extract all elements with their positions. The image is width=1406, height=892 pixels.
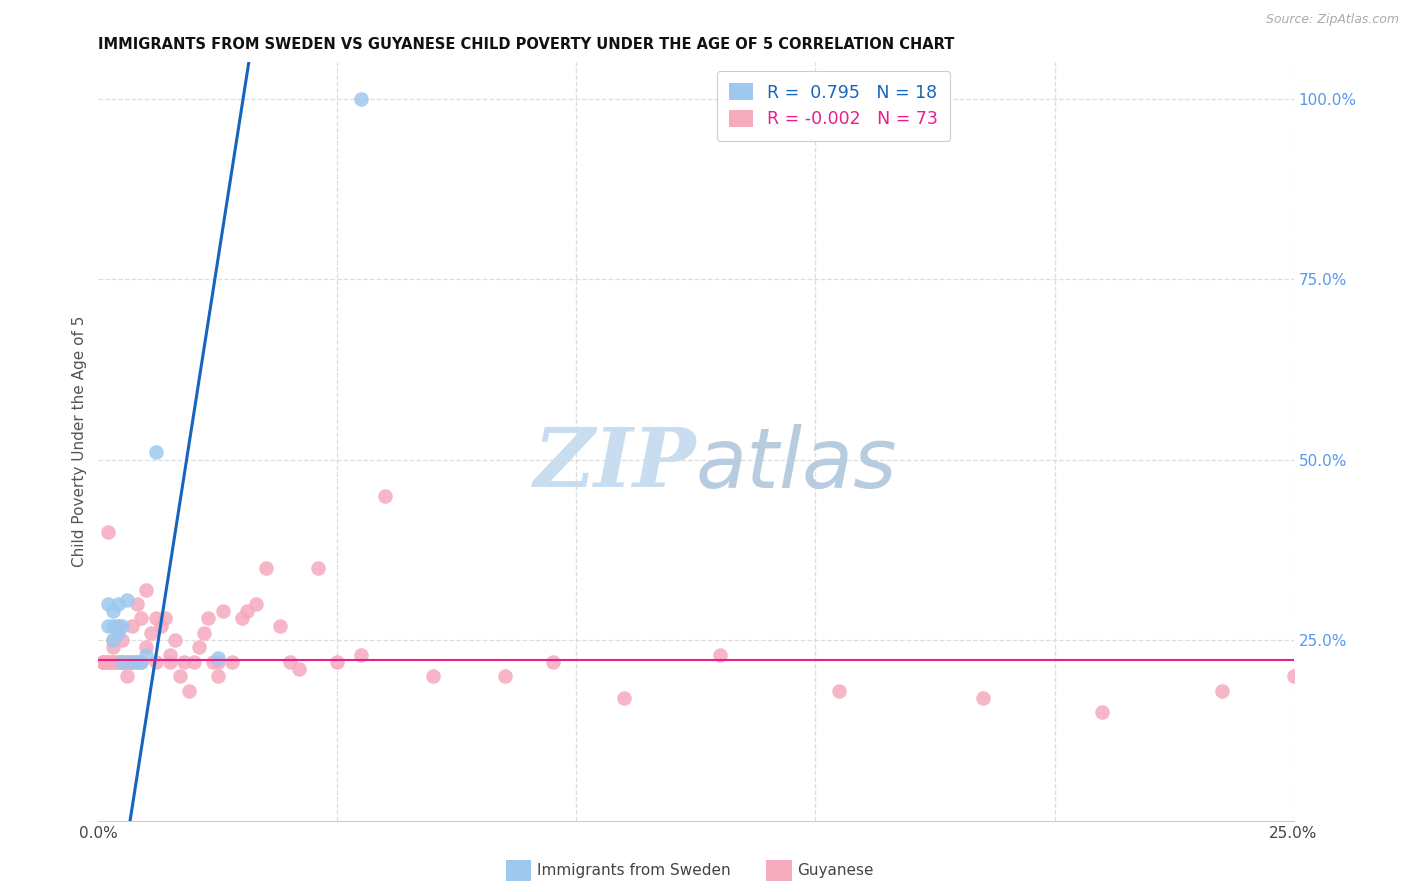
Y-axis label: Child Poverty Under the Age of 5: Child Poverty Under the Age of 5 bbox=[72, 316, 87, 567]
Point bbox=[307, 561, 329, 575]
Point bbox=[101, 655, 124, 669]
Point bbox=[101, 633, 124, 648]
Point bbox=[245, 597, 267, 611]
Point bbox=[145, 611, 167, 625]
Text: Source: ZipAtlas.com: Source: ZipAtlas.com bbox=[1265, 13, 1399, 27]
Point bbox=[149, 618, 172, 632]
Point bbox=[179, 683, 201, 698]
Point bbox=[107, 655, 129, 669]
Point bbox=[145, 445, 167, 459]
Point bbox=[709, 648, 731, 662]
Point bbox=[111, 655, 134, 669]
Point bbox=[202, 655, 225, 669]
Point bbox=[1282, 669, 1305, 683]
Point bbox=[422, 669, 444, 683]
Text: IMMIGRANTS FROM SWEDEN VS GUYANESE CHILD POVERTY UNDER THE AGE OF 5 CORRELATION : IMMIGRANTS FROM SWEDEN VS GUYANESE CHILD… bbox=[98, 37, 955, 52]
Point bbox=[183, 655, 205, 669]
Point bbox=[91, 655, 114, 669]
Point bbox=[254, 561, 277, 575]
Point bbox=[494, 669, 516, 683]
Text: ZIP: ZIP bbox=[533, 425, 696, 504]
Legend: R =  0.795   N = 18, R = -0.002   N = 73: R = 0.795 N = 18, R = -0.002 N = 73 bbox=[717, 71, 950, 141]
Text: Guyanese: Guyanese bbox=[797, 863, 873, 878]
Point bbox=[193, 626, 215, 640]
Point bbox=[350, 91, 373, 105]
Point bbox=[91, 655, 114, 669]
Point bbox=[91, 655, 114, 669]
Point bbox=[115, 655, 138, 669]
Point bbox=[169, 669, 191, 683]
Point bbox=[115, 669, 138, 683]
Text: Immigrants from Sweden: Immigrants from Sweden bbox=[537, 863, 731, 878]
Point bbox=[125, 597, 148, 611]
Point bbox=[101, 633, 124, 648]
Point bbox=[97, 655, 120, 669]
Point bbox=[135, 640, 157, 655]
Point bbox=[121, 655, 143, 669]
Point bbox=[97, 655, 120, 669]
Point bbox=[197, 611, 219, 625]
Point bbox=[139, 626, 162, 640]
Point bbox=[111, 655, 134, 669]
Point bbox=[111, 618, 134, 632]
Point bbox=[125, 655, 148, 669]
Point bbox=[278, 655, 301, 669]
Text: atlas: atlas bbox=[696, 424, 897, 505]
Point bbox=[115, 593, 138, 607]
Point bbox=[125, 655, 148, 669]
Point bbox=[159, 648, 181, 662]
Point bbox=[107, 626, 129, 640]
Point bbox=[269, 618, 291, 632]
Point bbox=[326, 655, 349, 669]
Point bbox=[288, 662, 311, 676]
Point bbox=[111, 655, 134, 669]
Point bbox=[121, 655, 143, 669]
Point bbox=[145, 655, 167, 669]
Point bbox=[235, 604, 257, 618]
Point bbox=[97, 524, 120, 539]
Point bbox=[211, 604, 233, 618]
Point bbox=[207, 655, 229, 669]
Point bbox=[111, 655, 134, 669]
Point bbox=[111, 633, 134, 648]
Point bbox=[155, 611, 177, 625]
Point bbox=[97, 655, 120, 669]
Point bbox=[107, 655, 129, 669]
Point bbox=[231, 611, 253, 625]
Point bbox=[97, 597, 120, 611]
Point bbox=[173, 655, 195, 669]
Point bbox=[115, 655, 138, 669]
Point bbox=[121, 618, 143, 632]
Point bbox=[135, 582, 157, 597]
Point bbox=[135, 648, 157, 662]
Point bbox=[107, 618, 129, 632]
Point bbox=[972, 690, 994, 705]
Point bbox=[613, 690, 636, 705]
Point bbox=[1211, 683, 1233, 698]
Point bbox=[101, 604, 124, 618]
Point bbox=[1091, 706, 1114, 720]
Point bbox=[107, 618, 129, 632]
Point bbox=[97, 618, 120, 632]
Point bbox=[374, 489, 396, 503]
Point bbox=[125, 655, 148, 669]
Point bbox=[121, 655, 143, 669]
Point bbox=[131, 655, 153, 669]
Point bbox=[101, 655, 124, 669]
Point bbox=[207, 669, 229, 683]
Point bbox=[131, 655, 153, 669]
Point bbox=[350, 648, 373, 662]
Point bbox=[828, 683, 851, 698]
Point bbox=[131, 611, 153, 625]
Point bbox=[107, 655, 129, 669]
Point bbox=[163, 633, 186, 648]
Point bbox=[541, 655, 564, 669]
Point bbox=[221, 655, 243, 669]
Point bbox=[101, 640, 124, 655]
Point bbox=[159, 655, 181, 669]
Point bbox=[207, 651, 229, 665]
Point bbox=[107, 597, 129, 611]
Point bbox=[101, 618, 124, 632]
Point bbox=[187, 640, 209, 655]
